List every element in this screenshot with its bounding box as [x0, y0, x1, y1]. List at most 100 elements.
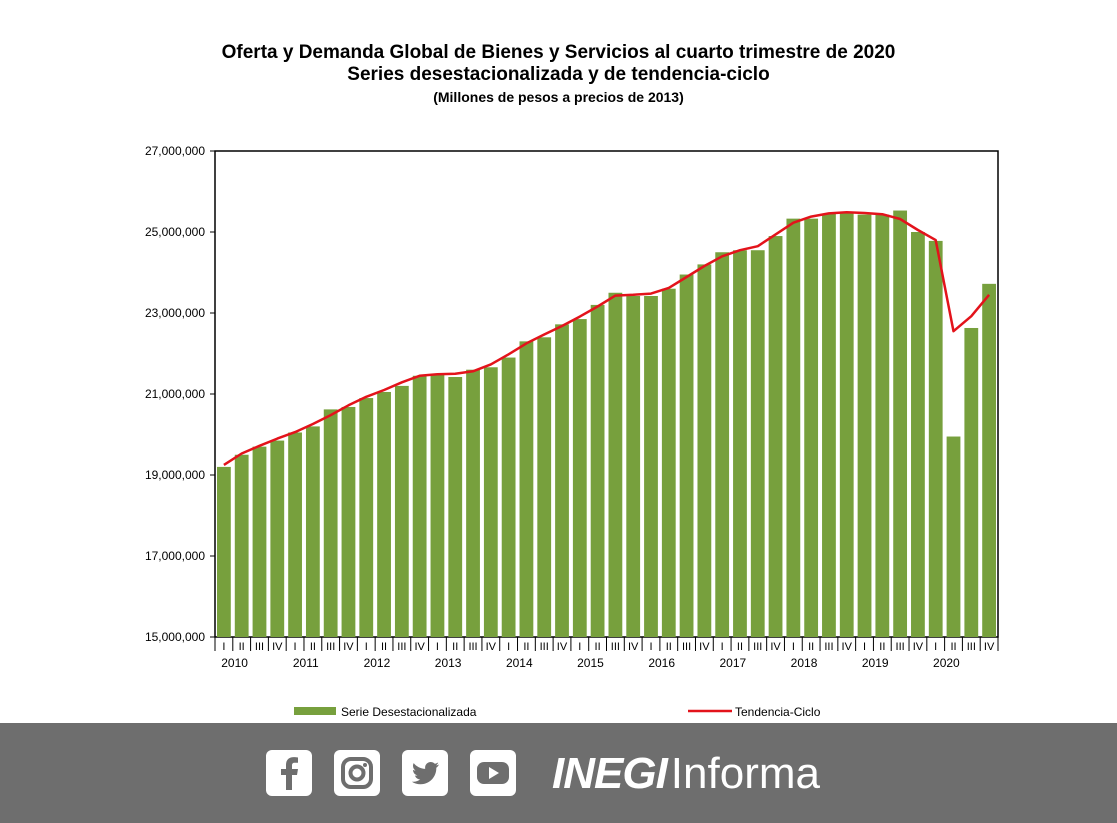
- x-quarter-label: I: [578, 641, 581, 653]
- y-tick-label: 17,000,000: [145, 549, 205, 563]
- bar: [590, 304, 605, 637]
- y-tick-label: 15,000,000: [145, 630, 205, 644]
- x-quarter-label: IV: [272, 641, 283, 653]
- x-quarter-label: II: [808, 641, 814, 653]
- x-quarter-label: I: [365, 641, 368, 653]
- y-tick-label: 19,000,000: [145, 468, 205, 482]
- bar: [377, 391, 391, 637]
- x-quarter-label: I: [294, 641, 297, 653]
- x-year-label: 2018: [791, 656, 818, 670]
- bar: [733, 250, 747, 637]
- bar: [341, 406, 356, 637]
- bar: [644, 295, 658, 637]
- x-quarter-label: III: [967, 641, 976, 653]
- facebook-icon[interactable]: [266, 750, 312, 796]
- chart-units: (Millones de pesos a precios de 2013): [433, 89, 684, 105]
- x-quarter-label: I: [934, 641, 937, 653]
- bar: [857, 214, 872, 637]
- x-quarter-label: III: [397, 641, 406, 653]
- x-quarter-label: II: [452, 641, 458, 653]
- bar: [911, 232, 925, 637]
- x-year-label: 2017: [719, 656, 746, 670]
- y-tick-label: 27,000,000: [145, 144, 205, 158]
- x-quarter-label: III: [824, 641, 833, 653]
- x-quarter-label: I: [721, 641, 724, 653]
- x-quarter-label: I: [863, 641, 866, 653]
- x-quarter-label: IV: [699, 641, 710, 653]
- bar: [501, 357, 516, 637]
- x-quarter-label: I: [436, 641, 439, 653]
- instagram-icon[interactable]: [334, 750, 380, 796]
- bar: [252, 446, 267, 637]
- twitter-icon[interactable]: [402, 750, 448, 796]
- x-quarter-label: III: [540, 641, 549, 653]
- x-year-label: 2019: [862, 656, 889, 670]
- y-tick-label: 21,000,000: [145, 387, 205, 401]
- x-quarter-label: II: [950, 641, 956, 653]
- x-year-label: 2013: [435, 656, 462, 670]
- x-quarter-label: IV: [557, 641, 568, 653]
- bar: [982, 283, 996, 637]
- bar: [448, 376, 463, 637]
- bar: [626, 295, 641, 637]
- bar: [412, 375, 427, 637]
- bar: [608, 292, 623, 637]
- bar: [839, 212, 854, 637]
- x-quarter-label: IV: [628, 641, 639, 653]
- footer-banner: INEGI Informa: [0, 723, 1117, 823]
- x-year-label: 2014: [506, 656, 533, 670]
- chart-titles: Oferta y Demanda Global de Bienes y Serv…: [0, 42, 1117, 107]
- bar: [305, 426, 320, 637]
- x-quarter-label: I: [649, 641, 652, 653]
- x-quarter-label: II: [666, 641, 672, 653]
- bar: [661, 288, 676, 637]
- bar: [270, 440, 285, 637]
- bar: [555, 324, 569, 637]
- youtube-icon[interactable]: [470, 750, 516, 796]
- chart-title: Oferta y Demanda Global de Bienes y Serv…: [221, 42, 896, 63]
- bar: [786, 218, 801, 637]
- bar: [822, 213, 836, 637]
- inegi-logo: INEGI Informa: [552, 749, 820, 798]
- bar: [875, 214, 890, 637]
- x-quarter-label: III: [896, 641, 905, 653]
- x-quarter-label: II: [239, 641, 245, 653]
- x-quarter-label: I: [507, 641, 510, 653]
- legend-label-trend: Tendencia-Ciclo: [735, 705, 821, 719]
- x-quarter-label: III: [611, 641, 620, 653]
- bar: [466, 369, 480, 637]
- x-year-label: 2010: [221, 656, 248, 670]
- bar: [893, 210, 908, 637]
- x-quarter-label: II: [879, 641, 885, 653]
- legend-swatch-bars: [294, 707, 336, 715]
- x-year-label: 2012: [364, 656, 391, 670]
- x-quarter-label: III: [753, 641, 762, 653]
- x-quarter-label: IV: [913, 641, 924, 653]
- x-quarter-label: IV: [414, 641, 425, 653]
- x-year-label: 2011: [293, 656, 319, 670]
- x-quarter-label: I: [222, 641, 225, 653]
- x-quarter-label: II: [523, 641, 529, 653]
- x-quarter-label: III: [255, 641, 264, 653]
- x-quarter-label: IV: [343, 641, 354, 653]
- bar: [359, 398, 374, 637]
- x-quarter-label: III: [326, 641, 335, 653]
- chart-canvas: 15,000,000 17,000,000 19,000,000 21,000,000…: [145, 144, 999, 719]
- x-year-label: 2016: [648, 656, 675, 670]
- bar: [750, 250, 765, 637]
- x-quarter-label: II: [310, 641, 316, 653]
- bar: [804, 218, 819, 637]
- bar: [519, 341, 534, 637]
- bar: [697, 264, 712, 637]
- x-quarter-label: II: [381, 641, 387, 653]
- x-year-label: 2020: [933, 656, 960, 670]
- x-quarter-label: I: [792, 641, 795, 653]
- x-quarter-label: IV: [486, 641, 497, 653]
- trend-line: [223, 210, 991, 466]
- x-quarter-label: III: [468, 641, 477, 653]
- bar: [234, 454, 249, 637]
- y-tick-label: 23,000,000: [145, 306, 205, 320]
- x-quarter-label: II: [595, 641, 601, 653]
- x-quarter-label: IV: [770, 641, 781, 653]
- bar: [394, 385, 409, 637]
